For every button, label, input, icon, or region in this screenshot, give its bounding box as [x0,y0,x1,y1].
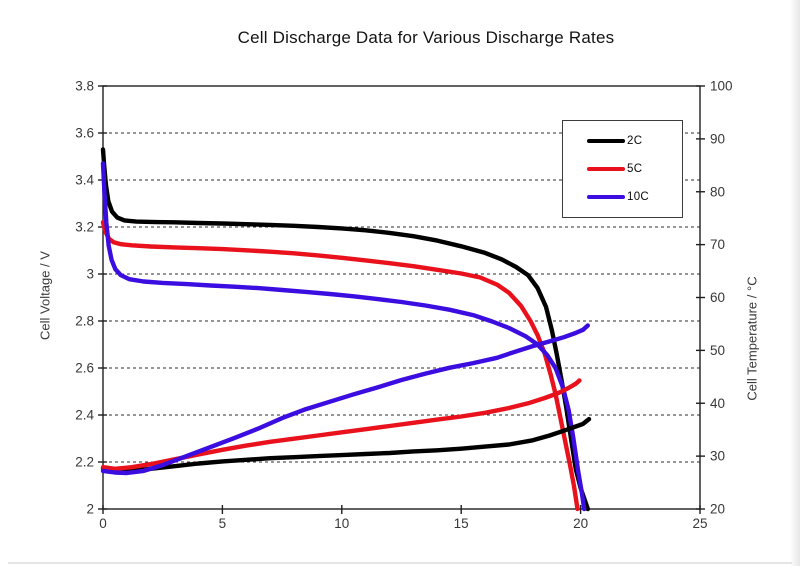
series-temperature-2C [100,416,592,473]
y-left-tick-label: 2.8 [75,314,94,329]
y-right-tick-label: 30 [710,449,725,464]
x-tick-label: 5 [219,516,227,531]
legend: 2C 5C 10C [562,120,683,218]
y-right-tick-label: 50 [710,343,725,358]
legend-label: 10C [627,191,649,203]
y-right-tick-label: 20 [710,502,725,517]
series-temperature-10C [100,323,590,476]
y-right-tick-label: 70 [710,237,725,252]
legend-label: 2C [627,135,643,147]
x-tick-label: 0 [99,516,107,531]
x-tick-label: 20 [573,516,588,531]
x-tick-label: 25 [692,516,707,531]
y-right-tick-label: 40 [710,396,725,411]
legend-item-2C: 2C [587,135,682,147]
series-voltage-2C [100,147,590,512]
series-voltage-10C [100,161,587,512]
legend-swatch [587,194,625,200]
series-voltage-5C [100,220,580,512]
y-left-tick-label: 2.2 [75,455,94,470]
y-right-tick-label: 90 [710,131,725,146]
legend-label: 5C [627,163,643,175]
y-left-tick-label: 2.4 [75,408,94,423]
y-left-tick-label: 2.6 [75,361,94,376]
y-left-tick-label: 2 [86,502,94,517]
legend-item-5C: 5C [587,163,682,175]
y-left-tick-label: 3.4 [75,173,94,188]
y-right-tick-label: 100 [710,79,733,94]
y-left-tick-label: 3.6 [75,126,94,141]
legend-swatch [587,138,625,144]
y-left-tick-label: 3.2 [75,220,94,235]
legend-item-10C: 10C [587,191,682,203]
x-tick-label: 15 [454,516,469,531]
screenshot-bottom-edge [8,562,792,564]
y-right-tick-label: 80 [710,184,725,199]
chart-title: Cell Discharge Data for Various Discharg… [237,28,615,47]
screenshot-right-edge [790,0,800,566]
y-right-tick-label: 60 [710,290,725,305]
x-tick-label: 10 [334,516,349,531]
y-left-tick-label: 3 [86,267,94,282]
y-left-tick-label: 3.8 [75,79,94,94]
legend-swatch [587,166,625,172]
